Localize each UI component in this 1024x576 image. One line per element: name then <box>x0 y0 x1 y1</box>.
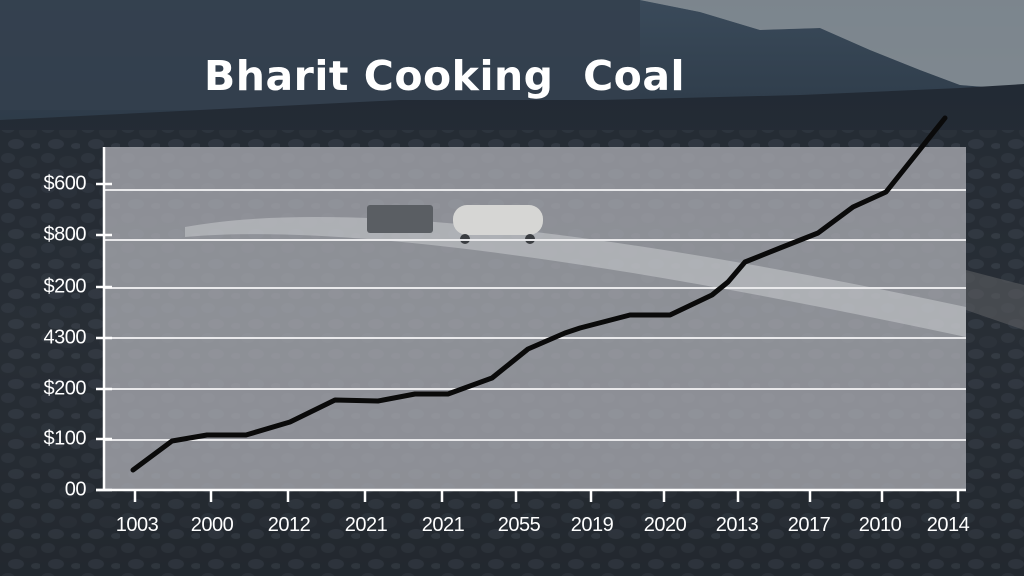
y-tick-label: 00 <box>64 478 87 501</box>
data-line <box>130 115 948 473</box>
x-tick-label: 2017 <box>787 514 831 536</box>
x-tick-label: 2013 <box>715 514 759 536</box>
y-tick-label: 4300 <box>43 326 87 349</box>
x-tick-label: 2014 <box>926 514 970 536</box>
y-tick-label: $800 <box>43 223 87 246</box>
y-axis <box>96 147 112 492</box>
x-tick-label: 1003 <box>115 514 159 536</box>
x-tick-label: 2021 <box>421 514 465 536</box>
x-tick-label: 2012 <box>267 514 311 536</box>
truck-icon <box>367 205 543 244</box>
chart-title: Bharit Cooking Coal <box>204 52 686 100</box>
y-tick-label: $100 <box>43 427 87 450</box>
y-tick-label: $600 <box>43 172 87 195</box>
x-tick-label: 2010 <box>858 514 902 536</box>
x-tick-label: 2019 <box>570 514 614 536</box>
x-tick-label: 2021 <box>344 514 388 536</box>
x-tick-label: 2000 <box>190 514 234 536</box>
x-tick-label: 2055 <box>497 514 541 536</box>
x-tick-label: 2020 <box>643 514 687 536</box>
x-axis <box>96 488 966 502</box>
y-tick-label: $200 <box>43 275 87 298</box>
y-tick-label: $200 <box>43 377 87 400</box>
gridlines <box>105 189 966 441</box>
